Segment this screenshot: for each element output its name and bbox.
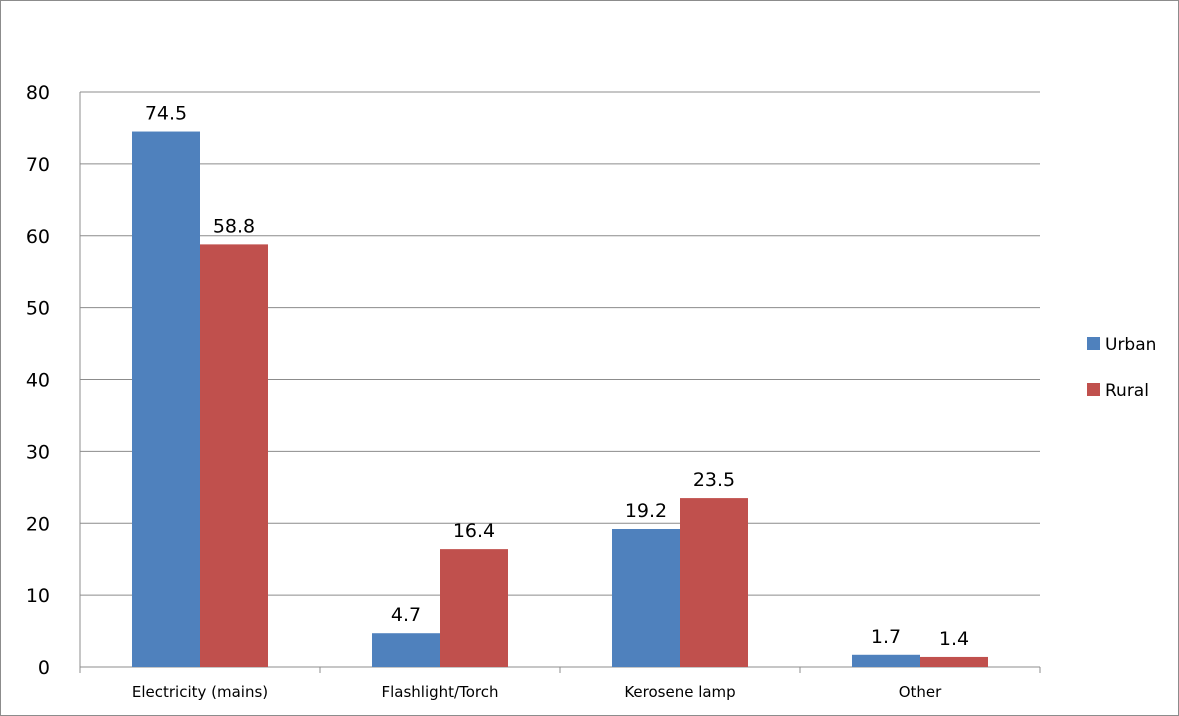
x-category-label: Electricity (mains) <box>132 683 268 701</box>
data-label: 1.7 <box>871 626 901 648</box>
data-label: 16.4 <box>453 520 495 542</box>
x-category-label: Flashlight/Torch <box>382 683 499 701</box>
legend-swatch-urban <box>1087 337 1100 350</box>
bar-rural <box>440 549 508 667</box>
bar-urban <box>852 654 920 667</box>
y-tick-label: 30 <box>26 441 50 463</box>
legend-swatch-rural <box>1087 383 1100 396</box>
y-tick-label: 80 <box>26 82 50 104</box>
bar-rural <box>680 498 748 667</box>
y-tick-label: 60 <box>26 226 50 248</box>
x-category-label: Kerosene lamp <box>624 683 735 701</box>
bar-urban <box>612 529 680 667</box>
bar-urban <box>132 131 200 667</box>
data-label: 4.7 <box>391 604 421 626</box>
data-label: 74.5 <box>145 103 187 125</box>
bar-rural <box>200 244 268 667</box>
y-tick-label: 40 <box>26 370 50 392</box>
y-tick-label: 20 <box>26 513 50 535</box>
data-label: 23.5 <box>693 469 735 491</box>
bar-rural <box>920 656 988 667</box>
legend-label: Rural <box>1105 381 1149 401</box>
data-label: 19.2 <box>625 500 667 522</box>
y-tick-label: 0 <box>38 657 50 679</box>
y-tick-label: 50 <box>26 298 50 320</box>
y-tick-label: 70 <box>26 154 50 176</box>
data-label: 58.8 <box>213 215 255 237</box>
legend-label: Urban <box>1105 335 1156 355</box>
data-label: 1.4 <box>939 628 969 650</box>
y-tick-label: 10 <box>26 585 50 607</box>
x-category-label: Other <box>899 683 942 701</box>
bar-urban <box>372 633 440 667</box>
